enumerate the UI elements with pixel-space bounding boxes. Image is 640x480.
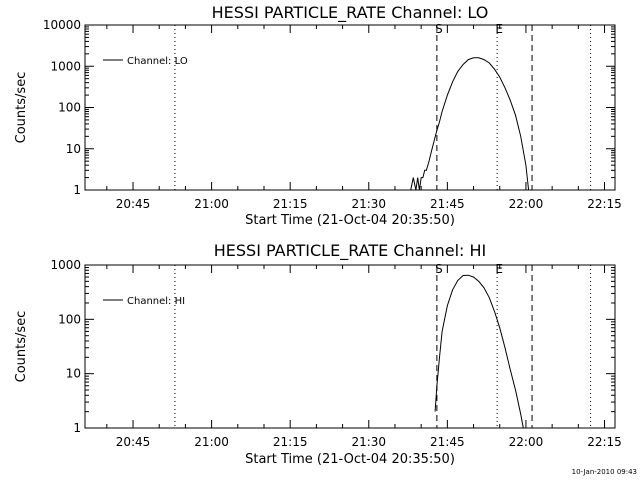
x-tick-label: 21:45 [430, 197, 465, 211]
chart-panel-hi: HESSI PARTICLE_RATE Channel: HI 20:45 21:0… [14, 241, 622, 467]
x-tick-label: 20:45 [116, 197, 151, 211]
series-line [410, 57, 530, 191]
annotation-label: E [495, 22, 503, 36]
x-tick-label: 21:15 [273, 197, 308, 211]
y-tick-label: 100 [58, 312, 81, 326]
x-axis-label: Start Time (21-Oct-04 20:35:50) [245, 452, 455, 467]
x-tick-label: 21:45 [430, 435, 465, 449]
annotation-label: E [495, 262, 503, 276]
legend-label: Channel: LO [127, 56, 188, 67]
x-tick-label: 21:30 [351, 435, 386, 449]
y-tick-label: 1000 [50, 258, 81, 272]
y-tick-label: 100 [58, 101, 81, 115]
x-tick-label: 21:30 [351, 197, 386, 211]
y-tick-label: 1 [73, 183, 81, 197]
x-tick-label: 20:45 [116, 435, 151, 449]
x-tick-label: 21:00 [194, 435, 229, 449]
footer-timestamp: 10-Jan-2010 09:43 [572, 468, 637, 476]
x-tick-label: 22:00 [509, 197, 544, 211]
plot-frame [84, 264, 616, 429]
y-axis-label: Counts/sec [14, 311, 29, 383]
x-tick-label: 21:00 [194, 197, 229, 211]
x-tick-label: 21:15 [273, 435, 308, 449]
y-tick-label: 1000 [50, 59, 81, 73]
y-tick-label: 1 [73, 421, 81, 435]
plot-frame [84, 24, 616, 191]
y-tick-label: 10 [66, 142, 81, 156]
chart-title: HESSI PARTICLE_RATE Channel: LO [212, 3, 489, 23]
y-tick-label: 10000 [43, 18, 81, 32]
legend-label: Channel: HI [127, 296, 185, 307]
chart-title: HESSI PARTICLE_RATE Channel: HI [214, 241, 487, 261]
chart-panel-lo: HESSI PARTICLE_RATE Channel: LO 20:45 21:0… [14, 3, 622, 228]
annotation-label: S [435, 22, 443, 36]
y-axis-label: Counts/sec [14, 72, 29, 144]
annotation-label: S [435, 262, 443, 276]
series-line [434, 274, 524, 429]
x-axis-label: Start Time (21-Oct-04 20:35:50) [245, 213, 455, 228]
y-tick-label: 10 [66, 367, 81, 381]
x-tick-label: 22:15 [587, 435, 622, 449]
x-tick-label: 22:00 [509, 435, 544, 449]
x-tick-label: 22:15 [587, 197, 622, 211]
